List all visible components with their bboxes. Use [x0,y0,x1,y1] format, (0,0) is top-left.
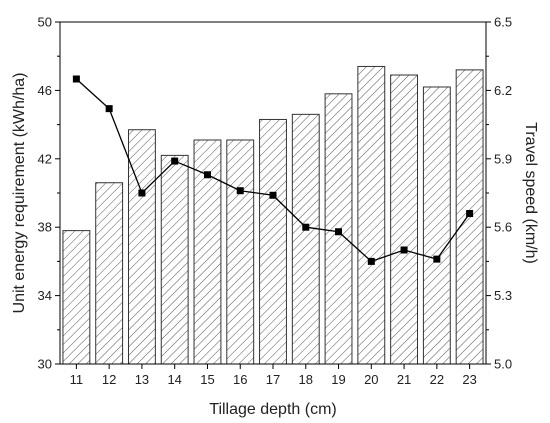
x-tick-label: 13 [135,372,149,387]
bar [259,118,287,365]
x-tick-label: 23 [462,372,476,387]
line-marker [367,257,375,265]
y-right-tick-label: 6.5 [494,15,512,30]
bar [160,154,189,365]
bar [226,139,255,365]
x-tick-label: 19 [331,372,345,387]
y-left-tick-label: 34 [38,288,52,303]
x-tick-label: 16 [233,372,247,387]
line-marker [335,228,343,236]
line-marker [466,210,474,218]
y-right-tick-label: 5.9 [494,151,512,166]
line-marker [269,191,277,199]
line-marker [203,171,211,179]
bar [127,129,156,365]
line-marker [400,246,408,254]
x-tick-label: 14 [167,372,181,387]
bar [291,113,320,365]
y-left-tick-label: 46 [38,83,52,98]
x-tick-label: 12 [102,372,116,387]
bar [422,86,451,365]
line-marker [171,157,179,165]
y-right-tick-label: 5.0 [494,357,512,372]
axis-ticks [55,21,491,369]
y-axis-left-title: Unit energy requirement (kWh/ha) [11,73,28,314]
x-tick-label: 18 [299,372,313,387]
y-left-tick-label: 50 [38,15,52,30]
x-tick-label: 15 [200,372,214,387]
x-tick-label: 20 [364,372,378,387]
line-marker [302,223,310,231]
line-series [72,75,474,265]
y-left-tick-label: 30 [38,357,52,372]
x-axis-title: Tillage depth (cm) [209,401,336,418]
line-marker [72,75,80,83]
y-left-tick-label: 42 [38,151,52,166]
y-axis-right-title: Travel speed (km/h) [522,122,539,264]
line-marker [433,255,441,263]
y-left-tick-label: 38 [38,220,52,235]
x-tick-label: 22 [430,372,444,387]
y-right-tick-label: 5.3 [494,288,512,303]
bar [62,230,91,365]
line-marker [138,189,146,197]
x-tick-label: 11 [70,372,84,387]
tick-labels: 11 12 13 14 15 16 17 18 19 20 21 22 23 30 34 38 42 46 50 5.… [38,15,513,388]
bar [390,74,419,365]
line-marker [236,187,244,195]
line-marker [105,105,113,113]
y-right-tick-label: 5.6 [494,220,512,235]
y-right-tick-label: 6.2 [494,83,512,98]
bar-series [62,65,484,365]
x-tick-label: 17 [266,372,280,387]
x-tick-label: 21 [397,372,411,387]
bar [357,65,386,365]
bar [95,182,124,365]
